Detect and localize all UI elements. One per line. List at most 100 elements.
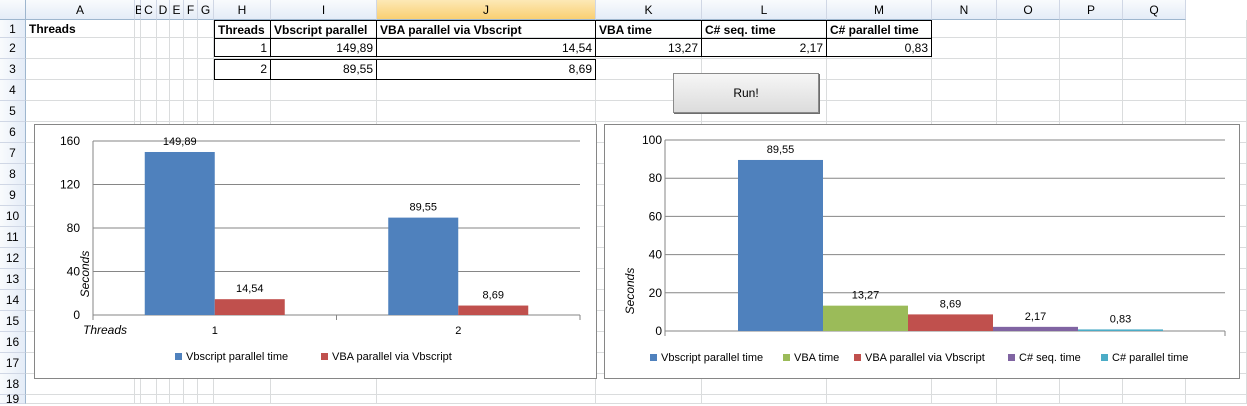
column-header-p[interactable]: P bbox=[1060, 0, 1123, 20]
row-header-4[interactable]: 4 bbox=[0, 80, 26, 101]
data-label: 89,55 bbox=[767, 144, 795, 156]
y-tick-label: 100 bbox=[642, 133, 662, 147]
y-tick-label: 60 bbox=[649, 209, 663, 223]
y-axis-title: Seconds bbox=[623, 268, 637, 315]
data-label: 2,17 bbox=[1025, 311, 1046, 323]
row-header-1[interactable]: 1 bbox=[0, 20, 26, 38]
grid-row-line bbox=[26, 37, 1247, 38]
row-header-2[interactable]: 2 bbox=[0, 38, 26, 59]
cell-i3[interactable]: 8,69 bbox=[376, 59, 596, 80]
column-header-c[interactable]: C bbox=[141, 0, 157, 20]
row-header-10[interactable]: 10 bbox=[0, 206, 26, 227]
row-header-6[interactable]: 6 bbox=[0, 122, 26, 143]
row-header-5[interactable]: 5 bbox=[0, 101, 26, 122]
column-header-d[interactable]: D bbox=[157, 0, 170, 20]
run-button[interactable]: Run! bbox=[673, 73, 819, 113]
row-header-15[interactable]: 15 bbox=[0, 311, 26, 332]
y-tick-label: 0 bbox=[655, 324, 662, 338]
bar-3 bbox=[908, 314, 993, 331]
cell-i1[interactable]: VBA parallel via Vbscript bbox=[376, 20, 596, 39]
row-header-16[interactable]: 16 bbox=[0, 332, 26, 353]
row-header-12[interactable]: 12 bbox=[0, 248, 26, 269]
row-header-13[interactable]: 13 bbox=[0, 269, 26, 290]
bar-1-2 bbox=[388, 217, 459, 315]
column-header-j[interactable]: J bbox=[377, 0, 596, 20]
legend-label: C# parallel time bbox=[1112, 352, 1188, 364]
cell-h2[interactable]: 149,89 bbox=[270, 38, 377, 57]
cell-j1[interactable]: VBA time bbox=[595, 20, 702, 39]
cell-l2[interactable]: 0,83 bbox=[826, 38, 932, 57]
column-header-g[interactable]: G bbox=[198, 0, 214, 20]
y-tick-label: 0 bbox=[73, 308, 80, 322]
column-header-n[interactable]: N bbox=[932, 0, 997, 20]
y-tick-label: 80 bbox=[67, 221, 81, 235]
row-header-17[interactable]: 17 bbox=[0, 353, 26, 374]
cell-i2[interactable]: 14,54 bbox=[376, 38, 596, 57]
select-all-corner[interactable] bbox=[0, 0, 26, 20]
legend-label: C# seq. time bbox=[1019, 352, 1081, 364]
column-header-e[interactable]: E bbox=[170, 0, 184, 20]
x-axis-title: Threads bbox=[83, 323, 127, 337]
cell-j2[interactable]: 13,27 bbox=[595, 38, 702, 57]
cell-h3[interactable]: 89,55 bbox=[270, 59, 377, 80]
legend-swatch bbox=[321, 353, 328, 360]
x-tick-label: 2 bbox=[455, 325, 461, 337]
data-label: 89,55 bbox=[409, 202, 437, 214]
row-header-7[interactable]: 7 bbox=[0, 143, 26, 164]
data-label: 14,54 bbox=[236, 283, 264, 295]
row-header-8[interactable]: 8 bbox=[0, 164, 26, 185]
x-tick-label: 1 bbox=[212, 325, 218, 337]
grid-row-line bbox=[26, 121, 1247, 122]
legend-swatch bbox=[175, 353, 182, 360]
cell-a1[interactable]: Threads bbox=[29, 22, 76, 36]
y-tick-label: 160 bbox=[60, 134, 80, 148]
legend-label: Vbscript parallel time bbox=[186, 351, 288, 363]
column-header-q[interactable]: Q bbox=[1123, 0, 1186, 20]
chart-threads[interactable]: 0 40 80 120 160 149,89 14,54 1 89,55 8,69 2 Threads… bbox=[34, 124, 597, 379]
y-tick-label: 20 bbox=[649, 286, 663, 300]
legend-label: VBA parallel via Vbscript bbox=[865, 352, 985, 364]
row-header-9[interactable]: 9 bbox=[0, 185, 26, 206]
column-header-m[interactable]: M bbox=[827, 0, 932, 20]
column-header-i[interactable]: I bbox=[271, 0, 377, 20]
cell-k2[interactable]: 2,17 bbox=[701, 38, 827, 57]
legend-swatch bbox=[783, 354, 790, 361]
cell-h1[interactable]: Vbscript parallel bbox=[270, 20, 377, 39]
legend-swatch bbox=[854, 354, 861, 361]
chart-threads-svg: 0 40 80 120 160 149,89 14,54 1 89,55 8,69 2 Threads… bbox=[60, 134, 581, 363]
column-header-h[interactable]: H bbox=[214, 0, 271, 20]
bar-2-2 bbox=[458, 305, 529, 315]
bar-2-1 bbox=[214, 299, 285, 315]
row-header-11[interactable]: 11 bbox=[0, 227, 26, 248]
chart-methods[interactable]: 0 20 40 60 80 100 89,55 13,27 8,69 2,17 0,83 Second… bbox=[604, 124, 1240, 379]
legend-label: VBA time bbox=[794, 352, 839, 364]
column-header-o[interactable]: O bbox=[997, 0, 1060, 20]
legend-label: VBA parallel via Vbscript bbox=[332, 351, 452, 363]
row-header-18[interactable]: 18 bbox=[0, 374, 26, 395]
column-header-b[interactable]: B bbox=[135, 0, 143, 20]
cell-g1[interactable]: Threads bbox=[214, 20, 271, 39]
row-header-14[interactable]: 14 bbox=[0, 290, 26, 311]
cell-g2[interactable]: 1 bbox=[214, 38, 271, 57]
bar-4 bbox=[993, 326, 1078, 331]
cell-l1[interactable]: C# parallel time bbox=[826, 20, 932, 39]
y-tick-label: 120 bbox=[60, 178, 80, 192]
grid-row-line bbox=[26, 394, 1247, 395]
column-header-l[interactable]: L bbox=[702, 0, 827, 20]
column-header-a[interactable]: A bbox=[26, 0, 135, 20]
column-header-k[interactable]: K bbox=[596, 0, 702, 20]
cell-k1[interactable]: C# seq. time bbox=[701, 20, 827, 39]
grid-row-line bbox=[26, 100, 1247, 101]
row-header-19[interactable]: 19 bbox=[0, 393, 26, 405]
data-label: 149,89 bbox=[163, 136, 197, 148]
y-tick-label: 80 bbox=[649, 171, 663, 185]
cell-g3[interactable]: 2 bbox=[214, 59, 271, 80]
row-header-3[interactable]: 3 bbox=[0, 59, 26, 80]
legend-swatch bbox=[650, 354, 657, 361]
data-label: 0,83 bbox=[1110, 313, 1131, 325]
column-header-f[interactable]: F bbox=[184, 0, 198, 20]
grid-row-line bbox=[26, 79, 1247, 80]
chart-methods-svg: 0 20 40 60 80 100 89,55 13,27 8,69 2,17 0,83 Second… bbox=[623, 133, 1226, 364]
legend-swatch bbox=[1101, 354, 1108, 361]
grid-row-line bbox=[26, 58, 1247, 59]
